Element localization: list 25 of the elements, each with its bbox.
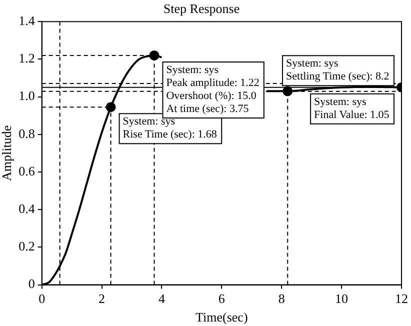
- x-tick-label: 0: [38, 291, 46, 306]
- x-tick-label: 2: [98, 291, 106, 306]
- y-tick-label: 0.6: [18, 163, 36, 178]
- annotation: System: sys Settling Time (sec): 8.2: [286, 58, 390, 83]
- y-tick-label: 1.0: [18, 88, 35, 104]
- annotation: System: sys Final Value: 1.05: [314, 96, 390, 121]
- y-tick-label: 1.4: [18, 13, 36, 28]
- x-tick-label: 12: [395, 291, 408, 306]
- y-tick-label: 1.2: [18, 50, 35, 66]
- chart-title: Step Response: [163, 1, 240, 16]
- x-tick-label: 10: [335, 291, 348, 306]
- y-tick-label: 0.8: [18, 126, 35, 141]
- point: [282, 86, 293, 96]
- x-tick-label: 6: [218, 291, 226, 306]
- y-axis-title: Amplitude: [0, 125, 14, 182]
- annotation: System: sys Rise Time (sec): 1.68: [122, 116, 218, 141]
- point: [149, 50, 160, 60]
- annotation: System: sys Peak amplitude: 1.22 Overshoot (%): 15.0 At time (sec): 3.75: [166, 64, 260, 115]
- x-tick-label: 4: [158, 291, 166, 306]
- point: [106, 102, 116, 112]
- y-tick-label: 0.4: [18, 201, 36, 216]
- y-tick-label: 0: [28, 276, 35, 292]
- x-axis-title: Time(sec): [196, 310, 248, 325]
- x-tick-label: 8: [278, 291, 285, 306]
- y-tick-label: 0.2: [18, 238, 35, 254]
